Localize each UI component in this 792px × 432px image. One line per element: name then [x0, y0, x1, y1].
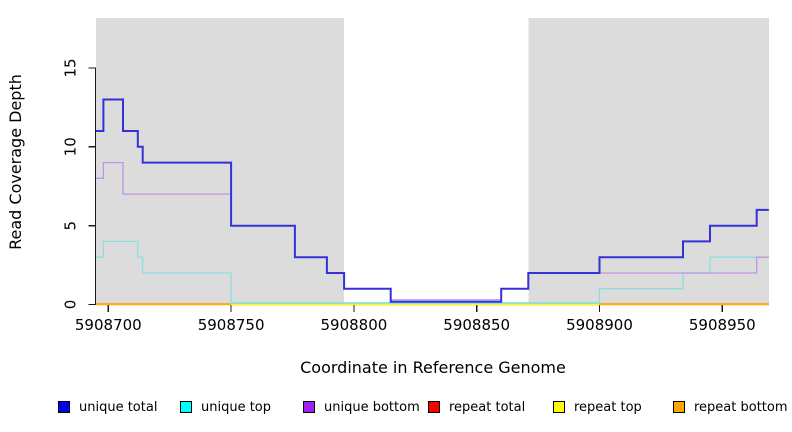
legend: unique total unique top unique bottom repea… — [0, 398, 792, 420]
x-tick-label-5908850: 5908850 — [443, 316, 510, 334]
legend-item-repeat-top: repeat top — [553, 398, 642, 416]
legend-swatch-unique-total — [58, 401, 70, 413]
legend-label-repeat-total: repeat total — [449, 399, 526, 415]
series-unique-total-line — [96, 98, 769, 303]
legend-item-unique-bottom: unique bottom — [303, 398, 420, 416]
legend-label-repeat-top: repeat top — [574, 399, 642, 415]
y-axis-title: Read Coverage Depth — [6, 74, 25, 250]
shaded-region-band-2 — [528, 18, 769, 305]
legend-swatch-repeat-top — [553, 401, 565, 413]
legend-swatch-repeat-total — [428, 401, 440, 413]
y-tick-label-15: 15 — [62, 58, 80, 77]
y-tick-label-10: 10 — [62, 137, 80, 156]
shaded-region-band-1 — [96, 18, 345, 305]
legend-swatch-unique-top — [180, 401, 192, 413]
legend-swatch-repeat-bottom — [673, 401, 685, 413]
x-tick-label-5908900: 5908900 — [566, 316, 633, 334]
x-tick-label-5908950: 5908950 — [689, 316, 756, 334]
legend-label-unique-top: unique top — [201, 399, 272, 415]
x-tick-label-5908700: 5908700 — [75, 316, 142, 334]
x-tick-label-5908800: 5908800 — [320, 316, 387, 334]
x-axis-title: Coordinate in Reference Genome — [300, 358, 566, 377]
legend-swatch-unique-bottom — [303, 401, 315, 413]
legend-item-unique-top: unique top — [180, 398, 271, 416]
legend-item-repeat-bottom: repeat bottom — [673, 398, 788, 416]
y-tick-label-5: 5 — [62, 221, 80, 231]
legend-label-unique-bottom: unique bottom — [324, 399, 420, 415]
y-tick-label-0: 0 — [62, 300, 80, 310]
legend-label-unique-total: unique total — [79, 399, 158, 415]
legend-item-repeat-total: repeat total — [428, 398, 525, 416]
legend-item-unique-total: unique total — [58, 398, 157, 416]
legend-label-repeat-bottom: repeat bottom — [694, 399, 788, 415]
x-tick-label-5908750: 5908750 — [198, 316, 265, 334]
coverage-plot: 0 5 10 15 5908700 5908750 5908800 5908850 590890… — [62, 18, 769, 334]
